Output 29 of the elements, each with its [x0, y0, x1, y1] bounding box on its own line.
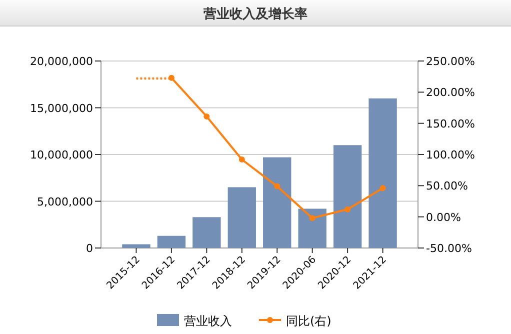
y2-tick-label: 250.00% — [426, 55, 475, 68]
point — [309, 215, 316, 222]
y-tick-label: 5,000,000 — [37, 195, 93, 208]
bar — [228, 187, 256, 248]
bar — [192, 217, 221, 248]
chart-title: 营业收入及增长率 — [202, 6, 308, 22]
point — [238, 156, 245, 162]
bar — [157, 236, 186, 248]
bar — [122, 244, 150, 248]
bar — [298, 208, 326, 248]
y-tick-label: 20,000,000 — [30, 55, 93, 68]
bar — [368, 98, 397, 248]
point — [204, 113, 210, 120]
y2-tick-label: 100.00% — [426, 148, 475, 162]
y2-tick-label: 150.00% — [426, 117, 475, 130]
bar — [263, 157, 292, 248]
y2-tick-label: 0.00% — [426, 210, 461, 224]
y-tick-label: 15,000,000 — [30, 102, 93, 115]
point — [344, 206, 351, 212]
y2-tick-label: 200.00% — [426, 86, 475, 100]
legend-label: 营业收入 — [184, 314, 232, 328]
y2-tick-label: -50.00% — [426, 242, 472, 255]
y-tick-label: 0 — [86, 242, 93, 255]
y-tick-label: 10,000,000 — [30, 148, 93, 162]
point — [274, 183, 280, 190]
point — [380, 185, 386, 192]
legend-label: 同比(右) — [286, 314, 332, 328]
y2-tick-label: 50.00% — [426, 180, 468, 193]
bar — [333, 145, 362, 248]
